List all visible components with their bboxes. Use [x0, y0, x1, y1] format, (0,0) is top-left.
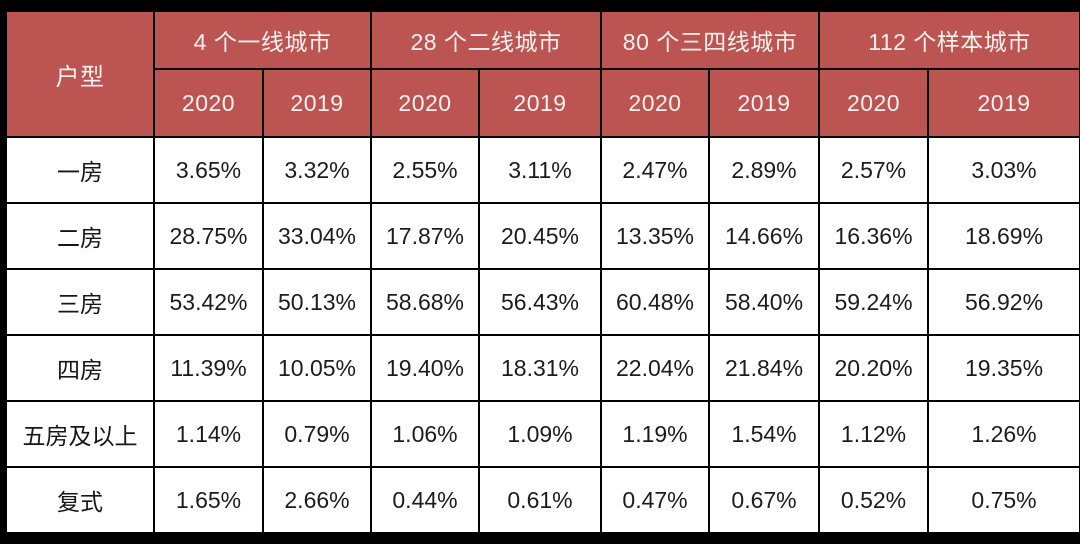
data-cell: 56.43%: [477, 268, 603, 336]
data-cell: 1.26%: [927, 400, 1080, 468]
data-cell: 3.11%: [477, 136, 603, 204]
data-cell: 0.79%: [262, 400, 372, 468]
data-cell: 20.45%: [477, 202, 603, 270]
data-cell: 11.39%: [153, 334, 264, 402]
data-cell: 53.42%: [153, 268, 264, 336]
table-row: 五房及以上 1.14% 0.79% 1.06% 1.09% 1.19% 1.54…: [5, 400, 1080, 468]
data-cell: 1.65%: [153, 466, 264, 534]
year-header: 2019: [708, 68, 821, 138]
data-cell: 22.04%: [600, 334, 711, 402]
year-header: 2020: [818, 68, 930, 138]
year-header: 2019: [477, 68, 603, 138]
data-cell: 17.87%: [370, 202, 480, 270]
data-cell: 1.06%: [370, 400, 480, 468]
table-row: 三房 53.42% 50.13% 58.68% 56.43% 60.48% 58…: [5, 268, 1080, 336]
data-cell: 21.84%: [708, 334, 821, 402]
data-cell: 33.04%: [262, 202, 372, 270]
row-label-three-bedroom: 三房: [5, 268, 155, 336]
data-cell: 2.66%: [262, 466, 372, 534]
group-header-tier1-cities: 4 个一线城市: [153, 10, 372, 70]
row-label-five-bedroom-plus: 五房及以上: [5, 400, 155, 468]
data-cell: 1.14%: [153, 400, 264, 468]
data-cell: 2.57%: [818, 136, 930, 204]
data-cell: 2.55%: [370, 136, 480, 204]
data-cell: 1.12%: [818, 400, 930, 468]
data-cell: 0.44%: [370, 466, 480, 534]
row-label-duplex: 复式: [5, 466, 155, 534]
data-cell: 0.52%: [818, 466, 930, 534]
year-header: 2020: [600, 68, 711, 138]
data-cell: 0.75%: [927, 466, 1080, 534]
data-cell: 56.92%: [927, 268, 1080, 336]
table-row: 二房 28.75% 33.04% 17.87% 20.45% 13.35% 14…: [5, 202, 1080, 270]
data-cell: 1.19%: [600, 400, 711, 468]
data-cell: 58.68%: [370, 268, 480, 336]
row-label-two-bedroom: 二房: [5, 202, 155, 270]
corner-header-unit-type: 户型: [5, 10, 155, 138]
data-cell: 10.05%: [262, 334, 372, 402]
group-header-sample-cities: 112 个样本城市: [818, 10, 1080, 70]
data-cell: 0.67%: [708, 466, 821, 534]
data-cell: 50.13%: [262, 268, 372, 336]
data-cell: 3.32%: [262, 136, 372, 204]
group-header-tier2-cities: 28 个二线城市: [369, 10, 603, 70]
group-header-tier34-cities: 80 个三四线城市: [600, 10, 821, 70]
data-cell: 16.36%: [818, 202, 930, 270]
data-cell: 13.35%: [600, 202, 711, 270]
data-cell: 2.47%: [600, 136, 711, 204]
data-cell: 59.24%: [818, 268, 930, 336]
data-cell: 19.35%: [927, 334, 1080, 402]
data-cell: 58.40%: [708, 268, 821, 336]
year-header: 2020: [370, 68, 480, 138]
data-cell: 1.54%: [708, 400, 821, 468]
table-row: 复式 1.65% 2.66% 0.44% 0.61% 0.47% 0.67% 0…: [5, 466, 1080, 534]
data-cell: 2.89%: [708, 136, 821, 204]
data-cell: 14.66%: [708, 202, 821, 270]
data-cell: 20.20%: [818, 334, 930, 402]
data-cell: 1.09%: [477, 400, 603, 468]
row-label-one-bedroom: 一房: [5, 136, 155, 204]
data-cell: 0.61%: [477, 466, 603, 534]
data-cell: 3.65%: [153, 136, 264, 204]
data-cell: 60.48%: [600, 268, 711, 336]
year-header: 2019: [927, 68, 1080, 138]
data-cell: 0.47%: [600, 466, 711, 534]
data-cell: 19.40%: [370, 334, 480, 402]
data-cell: 28.75%: [153, 202, 264, 270]
data-cell: 3.03%: [927, 136, 1080, 204]
year-header: 2019: [262, 68, 372, 138]
data-cell: 18.69%: [927, 202, 1080, 270]
table-row: 一房 3.65% 3.32% 2.55% 3.11% 2.47% 2.89% 2…: [5, 136, 1080, 204]
data-table: 户型 4 个一线城市 28 个二线城市 80 个三四线城市 112 个样本城市 …: [5, 10, 1080, 534]
row-label-four-bedroom: 四房: [5, 334, 155, 402]
table-row: 四房 11.39% 10.05% 19.40% 18.31% 22.04% 21…: [5, 334, 1080, 402]
data-cell: 18.31%: [477, 334, 603, 402]
year-header: 2020: [153, 68, 264, 138]
